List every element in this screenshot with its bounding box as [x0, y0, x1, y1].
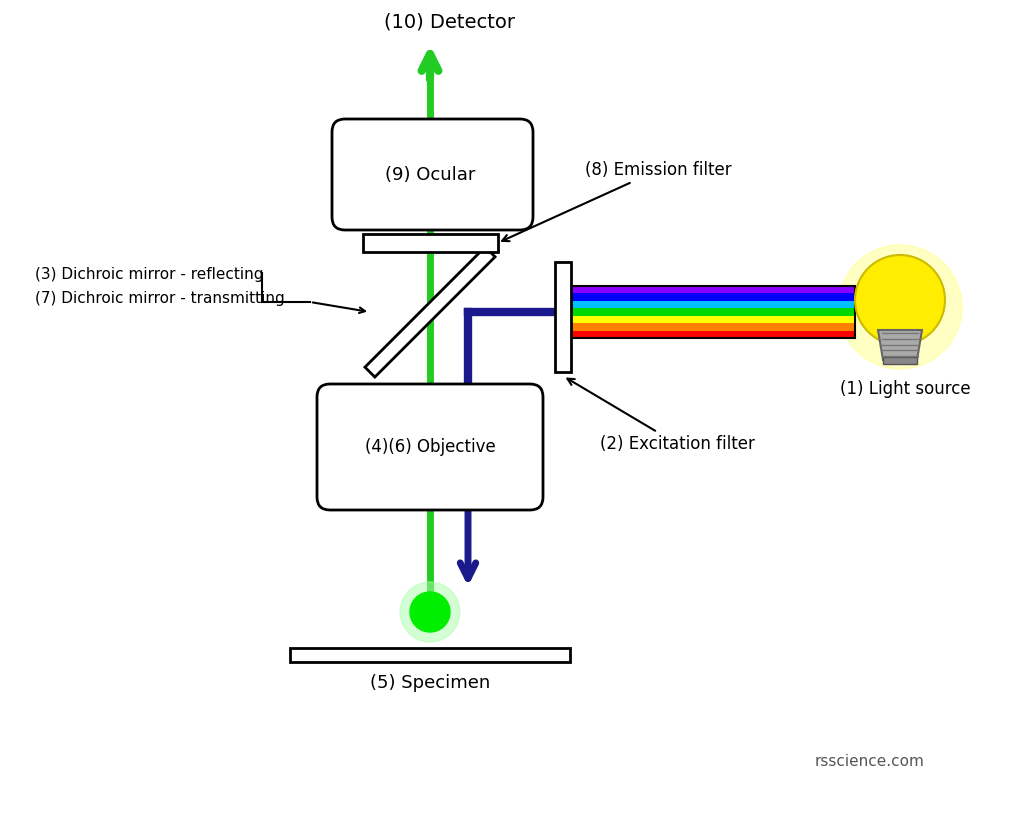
Text: (2) Excitation filter: (2) Excitation filter [567, 378, 755, 453]
Bar [555, 262, 571, 372]
Bar [362, 234, 498, 252]
Text: (3) Dichroic mirror - reflecting: (3) Dichroic mirror - reflecting [35, 267, 263, 283]
Polygon shape [365, 247, 495, 377]
Text: (9) Ocular: (9) Ocular [385, 166, 475, 184]
Bar [571, 286, 855, 293]
Text: (1) Light source: (1) Light source [840, 380, 971, 398]
Bar [571, 331, 855, 338]
Bar [290, 648, 570, 662]
Text: (10) Detector: (10) Detector [384, 12, 515, 32]
FancyBboxPatch shape [332, 119, 534, 230]
Text: (8) Emission filter: (8) Emission filter [502, 161, 731, 241]
Text: rsscience.com: rsscience.com [815, 755, 925, 770]
FancyBboxPatch shape [317, 384, 543, 510]
Bar [571, 286, 855, 338]
Bar [571, 293, 855, 301]
Bar [571, 301, 855, 308]
Circle shape [400, 582, 460, 642]
Circle shape [855, 255, 945, 345]
Bar [571, 308, 855, 315]
Bar [571, 324, 855, 331]
Text: (5) Specimen: (5) Specimen [370, 674, 490, 692]
Bar [571, 315, 855, 324]
Circle shape [838, 245, 962, 369]
Circle shape [410, 592, 450, 632]
Text: (4)(6) Objective: (4)(6) Objective [365, 438, 496, 456]
Bar [883, 357, 918, 364]
Polygon shape [878, 330, 922, 360]
Text: (7) Dichroic mirror - transmitting: (7) Dichroic mirror - transmitting [35, 292, 285, 306]
